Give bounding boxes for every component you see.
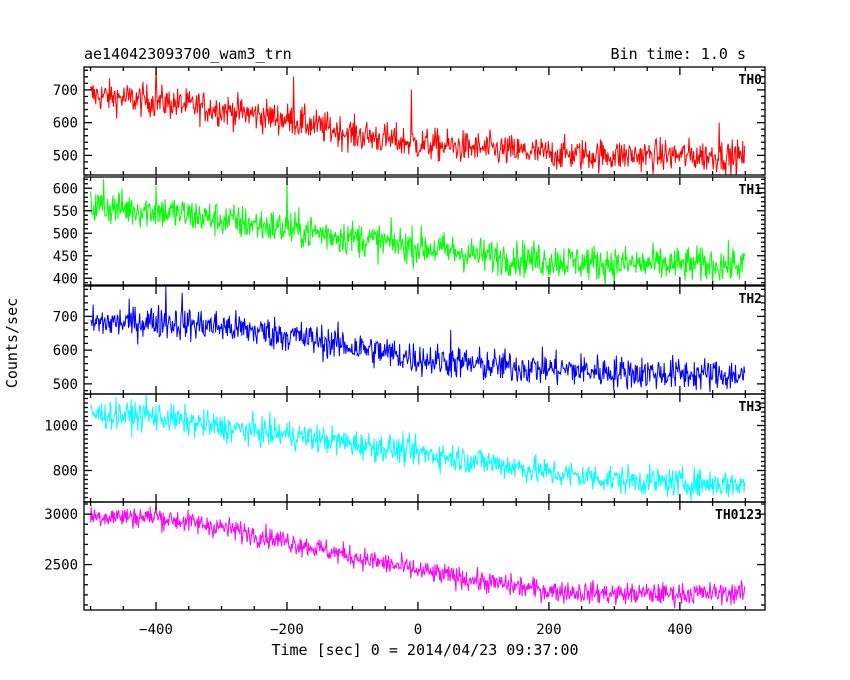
y-tick-label: 700	[53, 83, 78, 99]
panel-th0: 500 600 700 TH0	[53, 66, 766, 176]
panel-frame	[83, 501, 766, 611]
x-tick-label: 400	[667, 622, 692, 638]
channel-label-th3: TH3	[739, 400, 762, 415]
panel-frame	[83, 176, 766, 286]
channel-label-th0123: TH0123	[715, 508, 762, 523]
channel-label-th1: TH1	[739, 183, 763, 198]
series-th0123	[90, 504, 746, 609]
series-th3	[90, 394, 746, 502]
x-tick-label: −400	[139, 622, 173, 638]
y-tick-label: 600	[53, 343, 78, 359]
panel-frame	[83, 66, 766, 176]
x-tick-label: 0	[414, 622, 422, 638]
y-tick-label: 600	[53, 116, 78, 132]
channel-label-th2: TH2	[739, 292, 762, 307]
y-tick-label: 2500	[44, 558, 78, 574]
bin-time-label: Bin time: 1.0 s	[611, 45, 746, 63]
x-tick-label: 200	[536, 622, 561, 638]
series-th2	[90, 286, 746, 393]
panel-th3: 800 1000 TH3	[44, 393, 766, 503]
y-tick-label: 400	[53, 271, 78, 287]
y-tick-label: 500	[53, 377, 78, 393]
panels-group: 500 600 700 TH0 400 450 500 550 600 TH1 500 600 700 T…	[44, 66, 766, 611]
chart-title: ae140423093700_wam3_trn	[84, 45, 292, 63]
y-axis-label: Counts/sec	[3, 298, 21, 388]
channel-label-th0: TH0	[739, 73, 763, 88]
y-tick-label: 450	[53, 249, 78, 265]
y-tick-label: 500	[53, 226, 78, 242]
y-tick-label: 550	[53, 204, 78, 220]
y-tick-label: 700	[53, 309, 78, 325]
panel-th2: 500 600 700 TH2	[53, 285, 766, 395]
y-tick-label: 500	[53, 148, 78, 164]
y-tick-label: 1000	[44, 419, 78, 435]
x-axis-label: Time [sec] 0 = 2014/04/23 09:37:00	[271, 641, 578, 659]
x-axis: −400 −200 0 200 400	[139, 622, 692, 638]
panel-th1: 400 450 500 550 600 TH1	[53, 176, 766, 287]
panel-th0123: 2500 3000 TH0123	[44, 501, 766, 611]
x-tick-label: −200	[270, 622, 304, 638]
y-tick-label: 800	[53, 464, 78, 480]
y-tick-label: 3000	[44, 507, 78, 523]
series-th1	[90, 179, 746, 285]
series-th0	[90, 67, 746, 175]
y-tick-label: 600	[53, 181, 78, 197]
